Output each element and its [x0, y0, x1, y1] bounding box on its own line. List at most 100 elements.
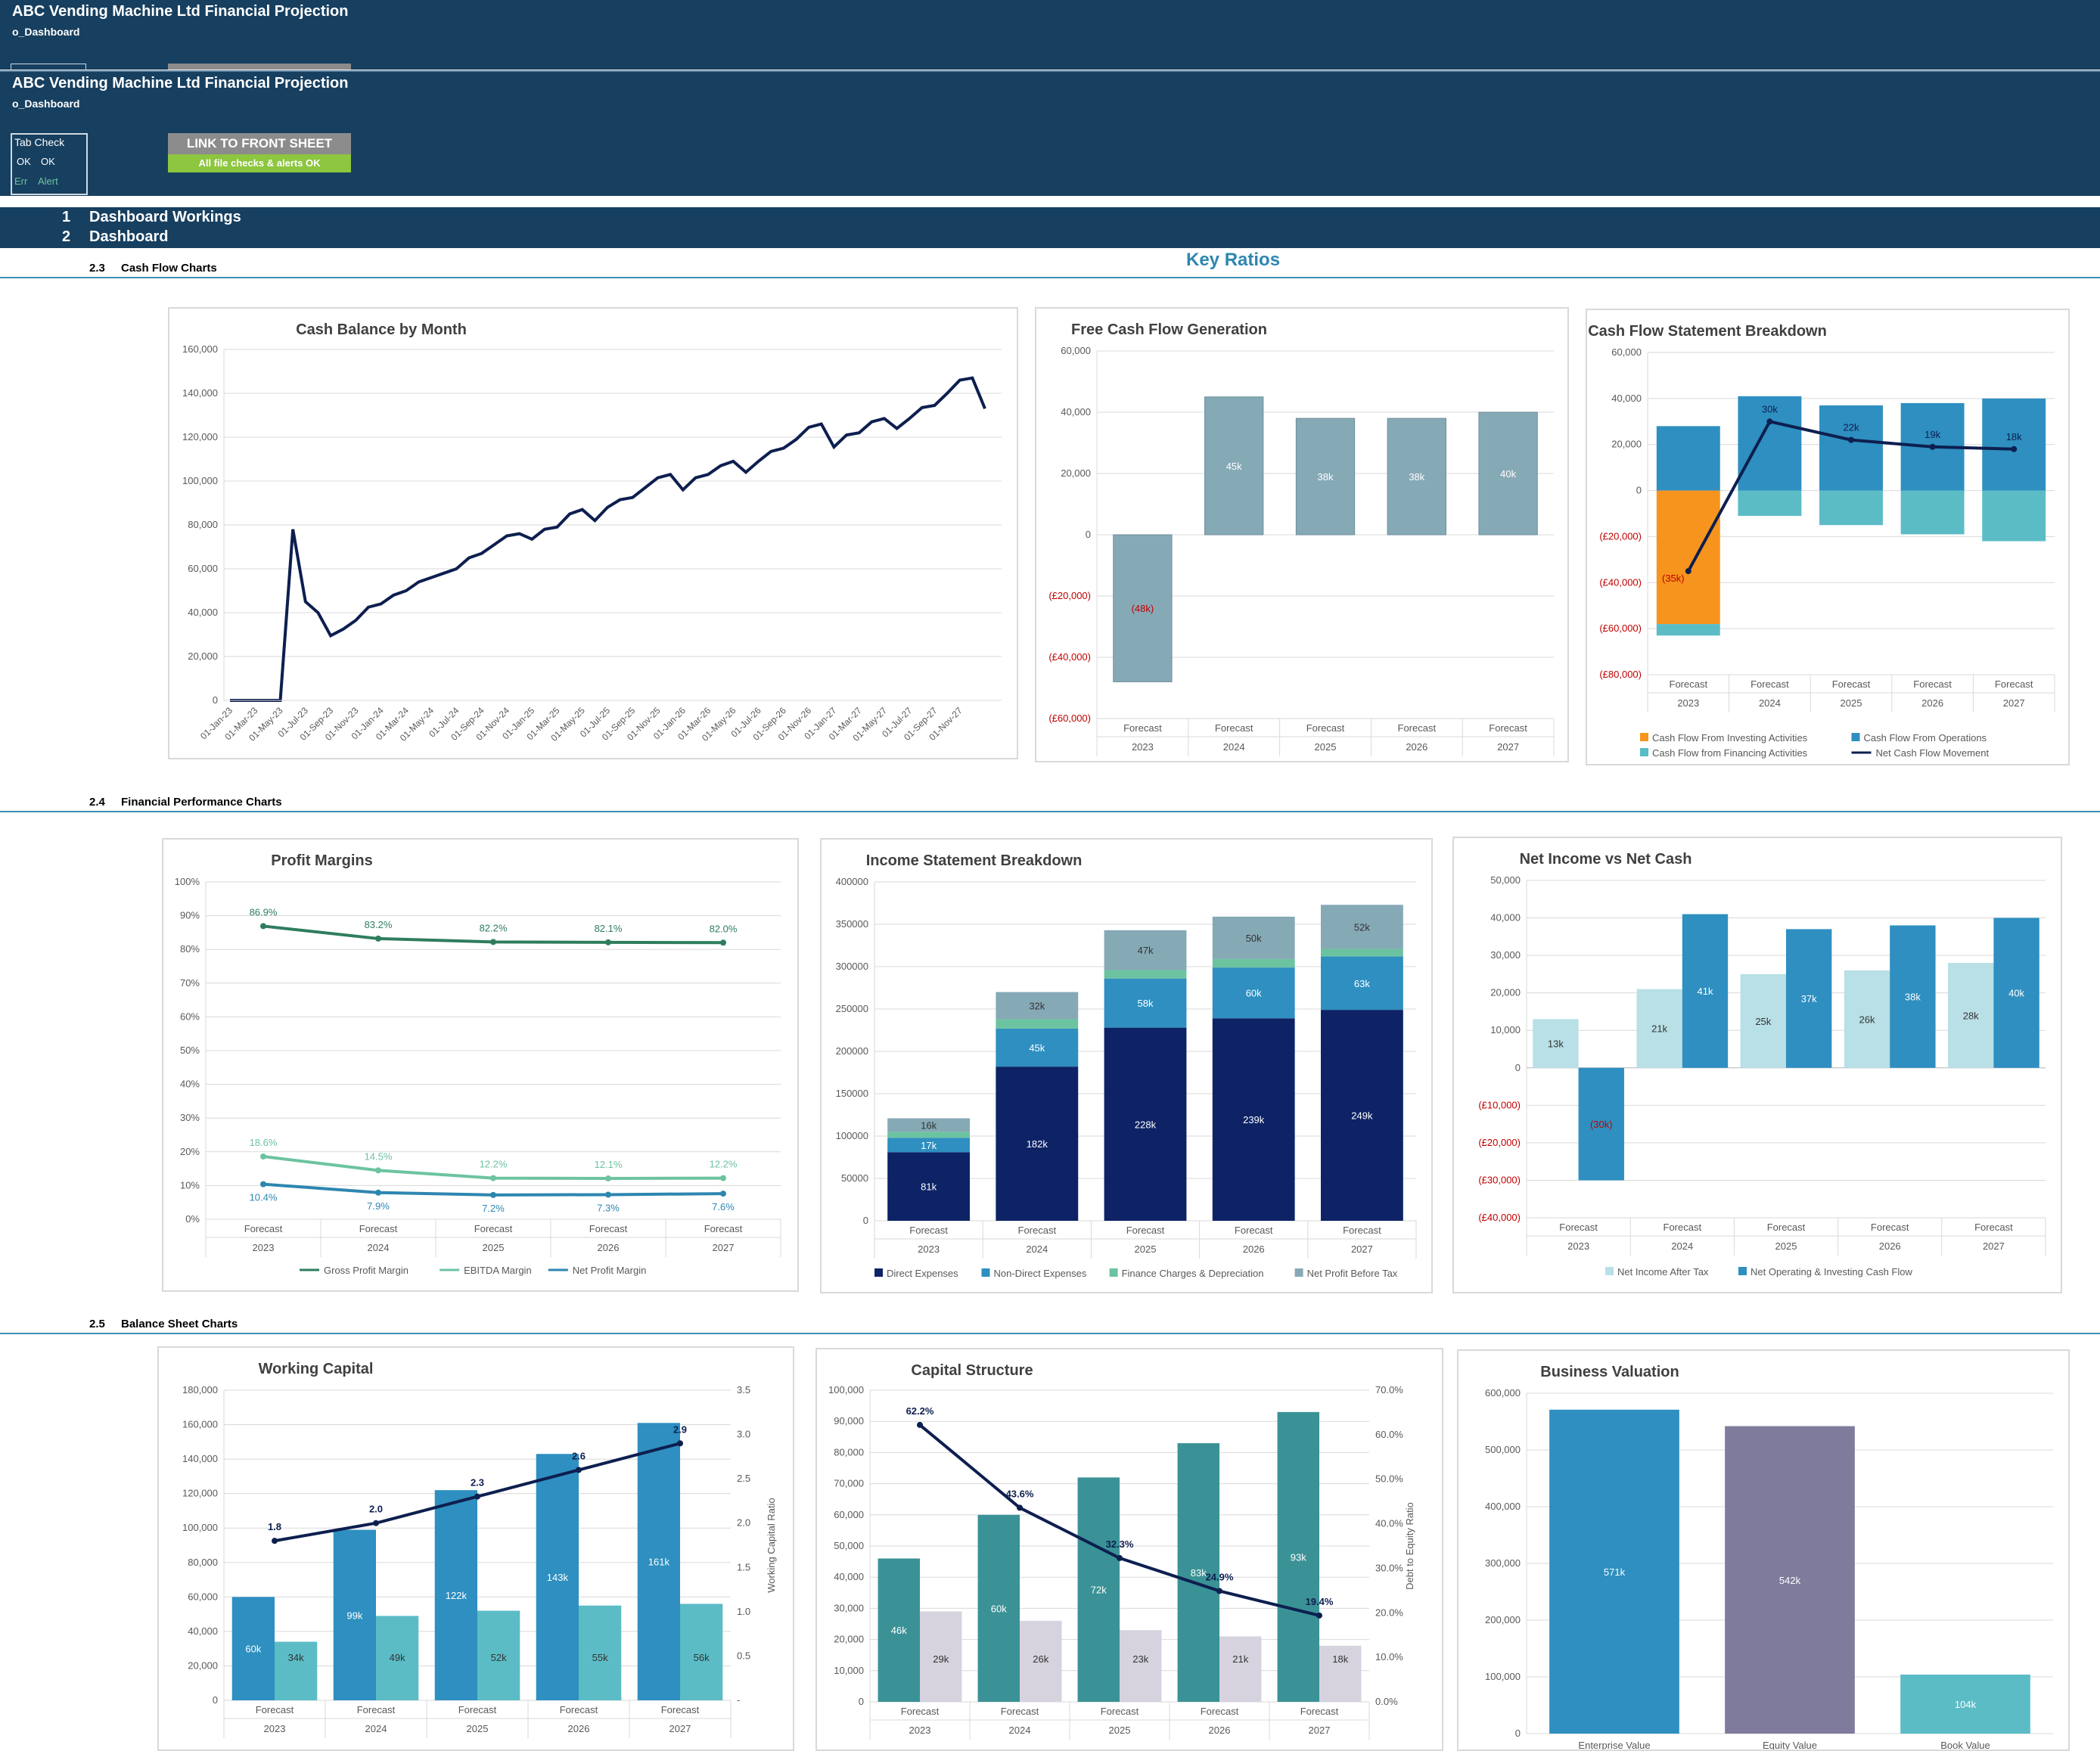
x-year-label: 2025: [483, 1242, 505, 1253]
y-tick-label: 20,000: [834, 1634, 864, 1645]
front-sheet-button-partial[interactable]: [168, 64, 351, 70]
combo-bar-label: 23k: [1132, 1653, 1148, 1665]
combo-bar: [231, 1597, 275, 1700]
net-cash-flow-point: [1685, 568, 1691, 575]
y-tick-label: 100%: [175, 876, 200, 887]
y-tick-label: 50,000: [1490, 874, 1521, 886]
x-category-label: Forecast: [474, 1223, 513, 1234]
chart-net-income-vs-cash[interactable]: Net Income vs Net Cash (£40,000) (£30,000)…: [1452, 837, 2062, 1293]
link-to-front-sheet-button[interactable]: LINK TO FRONT SHEET: [168, 133, 351, 154]
combo-bar-label: 122k: [446, 1590, 468, 1601]
netincome-bar: [1844, 970, 1890, 1068]
section-num-2-3: 2.3: [89, 262, 105, 275]
y2-tick-label: 1.0: [737, 1606, 750, 1617]
income-bar-segment: [1104, 1027, 1187, 1221]
netincome-bar-label: 21k: [1651, 1023, 1667, 1035]
legend-label: Cash Flow From Operations: [1864, 732, 1987, 744]
combo-bar-label: 49k: [390, 1652, 405, 1663]
x-category-label: Forecast: [1215, 722, 1253, 734]
ratio-point: [1216, 1588, 1222, 1594]
x-year-label: 2025: [1841, 697, 1862, 709]
ratio-label: 43.6%: [1006, 1488, 1034, 1499]
y-tick-label: 140,000: [182, 387, 218, 399]
combo-bar: [333, 1529, 376, 1700]
legend-label: Direct Expenses: [887, 1268, 958, 1279]
x-year-label: 2027: [1497, 741, 1519, 753]
chart-income-statement[interactable]: Income Statement Breakdown 0 50000 100000 15…: [820, 838, 1433, 1293]
y-tick-label: 70%: [180, 977, 200, 989]
margin-label: 83.2%: [365, 919, 393, 930]
cf-bar-segment: [1656, 490, 1720, 625]
y2-tick-label: 10.0%: [1375, 1651, 1403, 1663]
income-bar-segment: [1104, 978, 1187, 1028]
section-rule-2-3: [0, 277, 2100, 278]
income-bar-segment: [1212, 967, 1295, 1019]
y-tick-label: 100,000: [1485, 1671, 1521, 1682]
x-category-label: Forecast: [1995, 678, 2033, 690]
y-tick-label: 60,000: [1061, 345, 1091, 356]
x-year-label: 2024: [1671, 1240, 1693, 1252]
x-year-label: 2024: [1223, 741, 1245, 753]
chart-title: Business Valuation: [1540, 1364, 1679, 1380]
margin-point: [720, 1191, 726, 1197]
margin-label: 7.6%: [712, 1201, 735, 1212]
combo-bar-label: 29k: [933, 1653, 949, 1665]
section-num-2-5: 2.5: [89, 1318, 105, 1330]
margin-point: [260, 1153, 266, 1160]
net-cash-flow-label: 30k: [1762, 403, 1778, 414]
combo-bar: [477, 1610, 520, 1700]
netincome-bar-label: 37k: [1801, 993, 1817, 1004]
chart-business-valuation[interactable]: Business Valuation 0 100,000 200,000 300,000…: [1457, 1349, 2070, 1751]
chart-capital-structure[interactable]: Capital Structure 0 10,000 20,000 30,000 40,0…: [815, 1348, 1443, 1751]
income-bar-segment: [996, 992, 1079, 1020]
netincome-bar-label: (30k): [1590, 1119, 1613, 1130]
nav-item-dashboard-workings[interactable]: Dashboard Workings: [89, 209, 241, 225]
y-tick-label: 200000: [836, 1045, 868, 1057]
combo-bar: [680, 1604, 723, 1700]
x-year-label: 2025: [1315, 741, 1337, 753]
margin-point: [720, 1175, 726, 1181]
chart-profit-margins[interactable]: Profit Margins 0% 10% 20% 30% 40% 50% 60% 70% 80%…: [162, 838, 799, 1292]
margin-label: 14.5%: [365, 1150, 393, 1162]
x-year-label: 2025: [467, 1723, 489, 1734]
legend-label: Net Profit Before Tax: [1307, 1268, 1398, 1279]
ratio-label: 32.3%: [1106, 1538, 1134, 1550]
margin-label: 7.3%: [597, 1202, 620, 1213]
chart-working-capital[interactable]: Working Capital 0 20,000 40,000 60,000 80,000…: [157, 1346, 794, 1751]
x-category-label: Forecast: [1001, 1706, 1039, 1717]
y-tick-label: 20,000: [188, 1659, 218, 1671]
netincome-bar: [1682, 914, 1729, 1068]
cf-bar-segment: [1819, 490, 1883, 526]
y-tick-label: 300000: [836, 961, 868, 972]
y-tick-label: 80,000: [188, 519, 218, 530]
tab-check-box-partial: [11, 64, 86, 70]
x-category-label: Forecast: [589, 1223, 628, 1234]
y2-tick-label: 1.5: [737, 1561, 750, 1572]
ratio-point: [1316, 1612, 1322, 1619]
income-bar-label: 52k: [1354, 921, 1370, 933]
income-bar-segment: [1104, 930, 1187, 970]
margin-label: 7.2%: [482, 1203, 505, 1214]
fcf-bar: [1113, 534, 1173, 682]
valuation-bar-label: 542k: [1779, 1575, 1801, 1586]
combo-bar: [579, 1605, 622, 1700]
income-bar-segment: [1104, 970, 1187, 979]
chart-free-cash-flow[interactable]: Free Cash Flow Generation (£60,000) (£40,0…: [1035, 307, 1569, 762]
income-bar-segment: [1320, 956, 1403, 1011]
x-category-label: Forecast: [1123, 722, 1162, 734]
y-tick-label: 120,000: [182, 1488, 218, 1499]
x-year-label: 2026: [1879, 1240, 1901, 1252]
net-cash-flow-point: [1929, 443, 1936, 450]
valuation-bar: [1725, 1426, 1855, 1734]
x-category-label: Forecast: [1343, 1225, 1381, 1236]
chart-cash-balance[interactable]: Cash Balance by Month 0 20,000 40,000 60,000…: [168, 307, 1018, 759]
y-tick-label: 50000: [841, 1172, 868, 1184]
y-tick-label: 40,000: [188, 607, 218, 618]
y-tick-label: (£60,000): [1048, 713, 1091, 724]
chart-cash-flow-breakdown[interactable]: Cash Flow Statement Breakdown (£80,000) (£…: [1586, 309, 2070, 765]
ratio-label: 2.6: [572, 1450, 586, 1461]
contents-nav: 1 Dashboard Workings 2 Dashboard: [0, 207, 2100, 248]
x-category-label: Forecast: [1235, 1225, 1273, 1236]
y-tick-label: (£30,000): [1478, 1174, 1521, 1185]
nav-item-dashboard[interactable]: Dashboard: [89, 228, 169, 245]
